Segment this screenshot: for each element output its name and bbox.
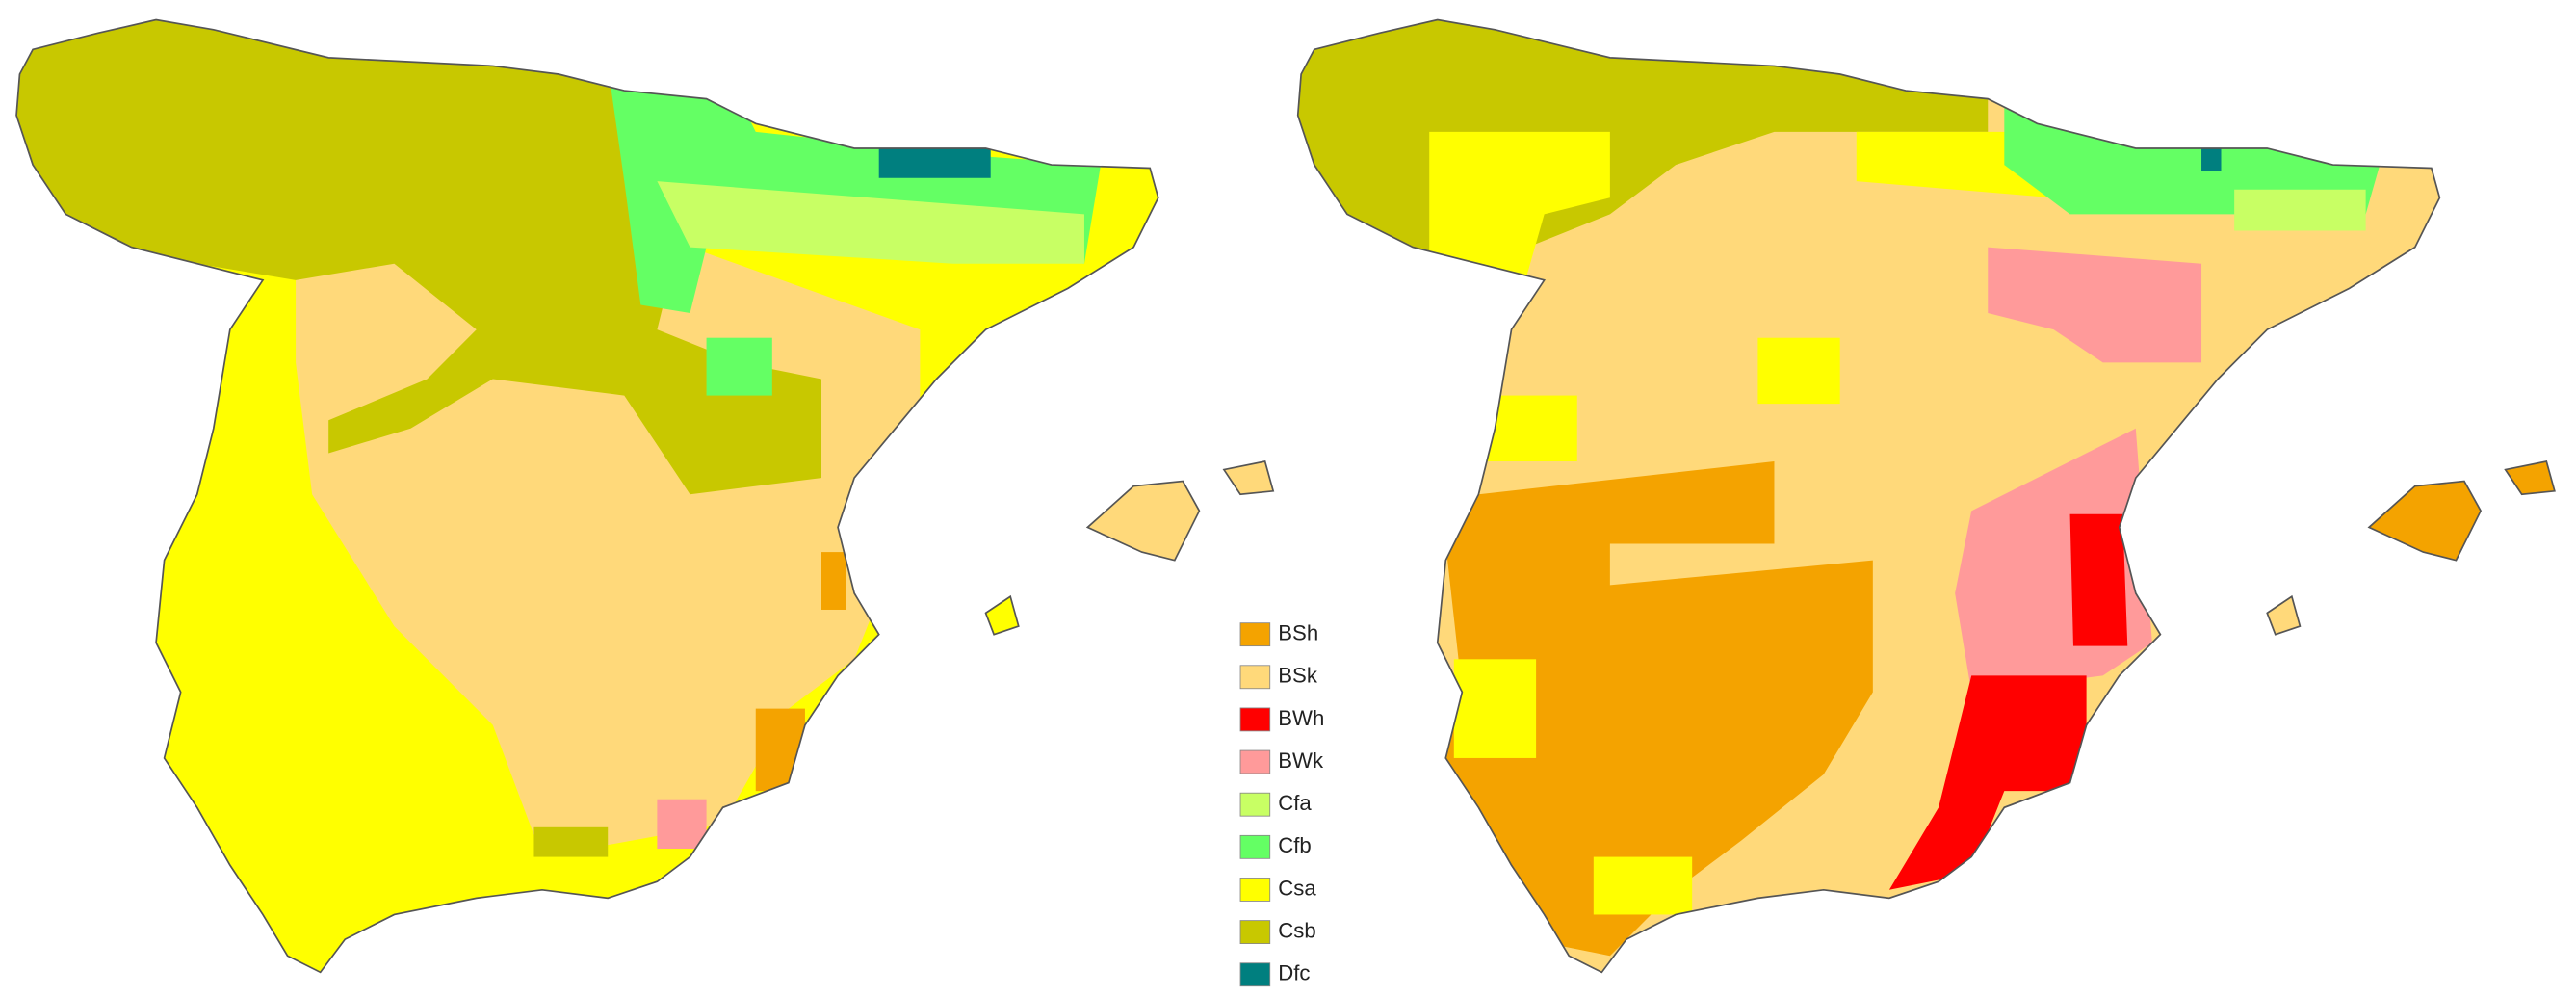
legend-swatch bbox=[1239, 920, 1271, 944]
legend-label: Csa bbox=[1278, 876, 1316, 900]
climate-region bbox=[657, 181, 1084, 264]
climate-region bbox=[533, 826, 609, 857]
legend: BSh BSk BWh BWk Cfa Cfb Csa Csb Dfc bbox=[1239, 620, 1324, 987]
legend-label: BSk bbox=[1278, 664, 1318, 688]
climate-region bbox=[820, 552, 846, 610]
legend-swatch bbox=[1239, 749, 1271, 774]
legend-swatch bbox=[1239, 834, 1271, 859]
legend-swatch bbox=[1239, 792, 1271, 817]
legend-label: Cfb bbox=[1278, 833, 1311, 857]
legend-swatch bbox=[1239, 665, 1271, 690]
climate-region bbox=[1988, 247, 2202, 363]
climate-region bbox=[1593, 856, 1693, 915]
climate-region bbox=[1445, 395, 1577, 462]
map-present bbox=[15, 18, 1275, 974]
climate-region bbox=[1757, 337, 1840, 405]
legend-label: Dfc bbox=[1278, 961, 1310, 985]
climate-region bbox=[1888, 675, 2087, 890]
climate-region bbox=[878, 144, 991, 178]
climate-region bbox=[2234, 189, 2366, 231]
legend-label: Cfa bbox=[1278, 791, 1312, 815]
legend-swatch bbox=[1239, 707, 1271, 732]
legend-label: BWh bbox=[1278, 706, 1324, 730]
legend-swatch bbox=[1239, 962, 1271, 987]
legend-label: BSh bbox=[1278, 620, 1318, 644]
legend-swatch bbox=[1239, 878, 1271, 902]
climate-region bbox=[1453, 659, 1537, 758]
map-future bbox=[1296, 18, 2556, 974]
climate-region bbox=[1429, 461, 1873, 957]
climate-region bbox=[2201, 144, 2222, 171]
climate-region bbox=[657, 799, 707, 850]
climate-region bbox=[2349, 444, 2555, 593]
climate-region bbox=[2069, 513, 2128, 646]
climate-region bbox=[706, 337, 772, 396]
climate-regions bbox=[16, 19, 1274, 973]
legend-label: Csb bbox=[1278, 918, 1315, 942]
climate-region bbox=[608, 66, 1102, 314]
legend-swatch bbox=[1239, 622, 1271, 647]
climate-region bbox=[1067, 444, 1274, 593]
climate-regions bbox=[1297, 19, 2555, 973]
legend-label: BWk bbox=[1278, 748, 1324, 773]
